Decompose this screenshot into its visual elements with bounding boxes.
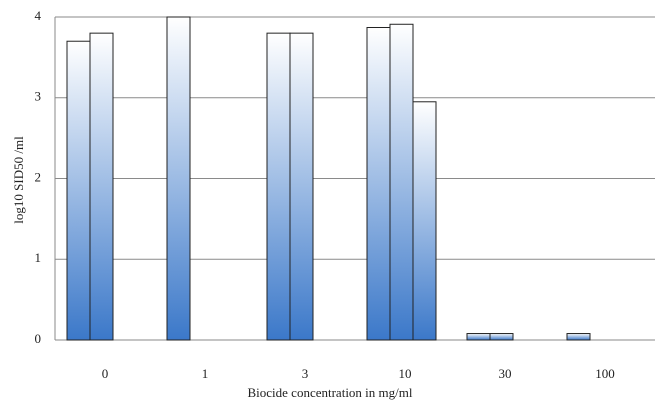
bar bbox=[289, 32, 314, 341]
y-tick-label: 1 bbox=[35, 250, 42, 265]
bar bbox=[89, 32, 114, 341]
y-tick-label: 4 bbox=[35, 8, 42, 23]
bar bbox=[166, 16, 191, 341]
x-tick-label: 100 bbox=[595, 366, 615, 381]
x-tick-label: 30 bbox=[499, 366, 512, 381]
x-tick-label: 10 bbox=[399, 366, 412, 381]
bar bbox=[389, 23, 414, 341]
x-tick-label: 0 bbox=[102, 366, 109, 381]
bar bbox=[466, 333, 491, 341]
y-axis-label: log10 SID50 /ml bbox=[11, 136, 26, 224]
x-axis-label: Biocide concentration in mg/ml bbox=[248, 385, 413, 400]
y-tick-label: 0 bbox=[35, 331, 42, 346]
y-tick-label: 3 bbox=[35, 89, 42, 104]
bar bbox=[66, 40, 91, 341]
bar bbox=[366, 26, 391, 341]
bar bbox=[266, 32, 291, 341]
y-tick-label: 2 bbox=[35, 169, 42, 184]
x-tick-label: 1 bbox=[202, 366, 209, 381]
bar bbox=[566, 333, 591, 341]
bar bbox=[489, 333, 514, 341]
bar bbox=[412, 101, 437, 341]
x-tick-label: 3 bbox=[302, 366, 309, 381]
